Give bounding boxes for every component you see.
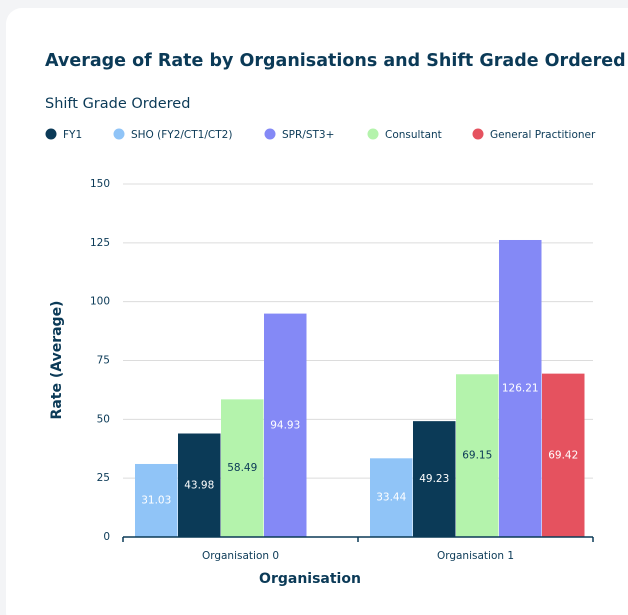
- x-axis-title: Organisation: [259, 571, 361, 587]
- bar: [542, 373, 585, 537]
- bar: [413, 421, 456, 537]
- x-tick-label: Organisation 1: [437, 550, 514, 562]
- bar: [264, 313, 307, 537]
- legend-label: General Practitioner: [490, 129, 596, 141]
- legend-title: Shift Grade Ordered: [45, 96, 190, 112]
- y-tick-label: 50: [97, 413, 110, 425]
- y-tick-label: 25: [97, 472, 110, 484]
- chart-title: Average of Rate by Organisations and Shi…: [45, 51, 626, 71]
- bar: [135, 463, 178, 537]
- x-tick-label: Organisation 0: [202, 550, 279, 562]
- y-tick-label: 0: [103, 531, 110, 543]
- data-label: 43.98: [184, 479, 214, 491]
- y-axis-title: Rate (Average): [49, 301, 65, 420]
- data-label: 31.03: [141, 494, 171, 506]
- legend-swatch: [367, 128, 379, 140]
- bar: [456, 374, 499, 537]
- legend-swatch: [472, 128, 484, 140]
- y-tick-label: 125: [90, 237, 110, 249]
- bar: [178, 433, 221, 537]
- bar: [370, 458, 413, 537]
- y-tick-label: 100: [90, 296, 110, 308]
- data-label: 58.49: [227, 462, 257, 474]
- y-tick-label: 150: [90, 178, 110, 190]
- legend-swatch: [113, 128, 125, 140]
- legend-label: SHO (FY2/CT1/CT2): [131, 129, 232, 141]
- bar: [499, 239, 542, 538]
- bar: [221, 399, 264, 537]
- data-label: 33.44: [376, 492, 406, 504]
- legend-label: FY1: [63, 129, 82, 141]
- legend-label: SPR/ST3+: [282, 129, 334, 141]
- data-label: 126.21: [502, 382, 539, 394]
- data-label: 49.23: [419, 473, 449, 485]
- data-label: 69.42: [548, 449, 578, 461]
- legend-label: Consultant: [385, 129, 442, 141]
- y-tick-label: 75: [97, 355, 110, 367]
- data-label: 69.15: [462, 450, 492, 462]
- legend-swatch: [264, 128, 276, 140]
- data-label: 94.93: [270, 419, 300, 431]
- legend-swatch: [45, 128, 57, 140]
